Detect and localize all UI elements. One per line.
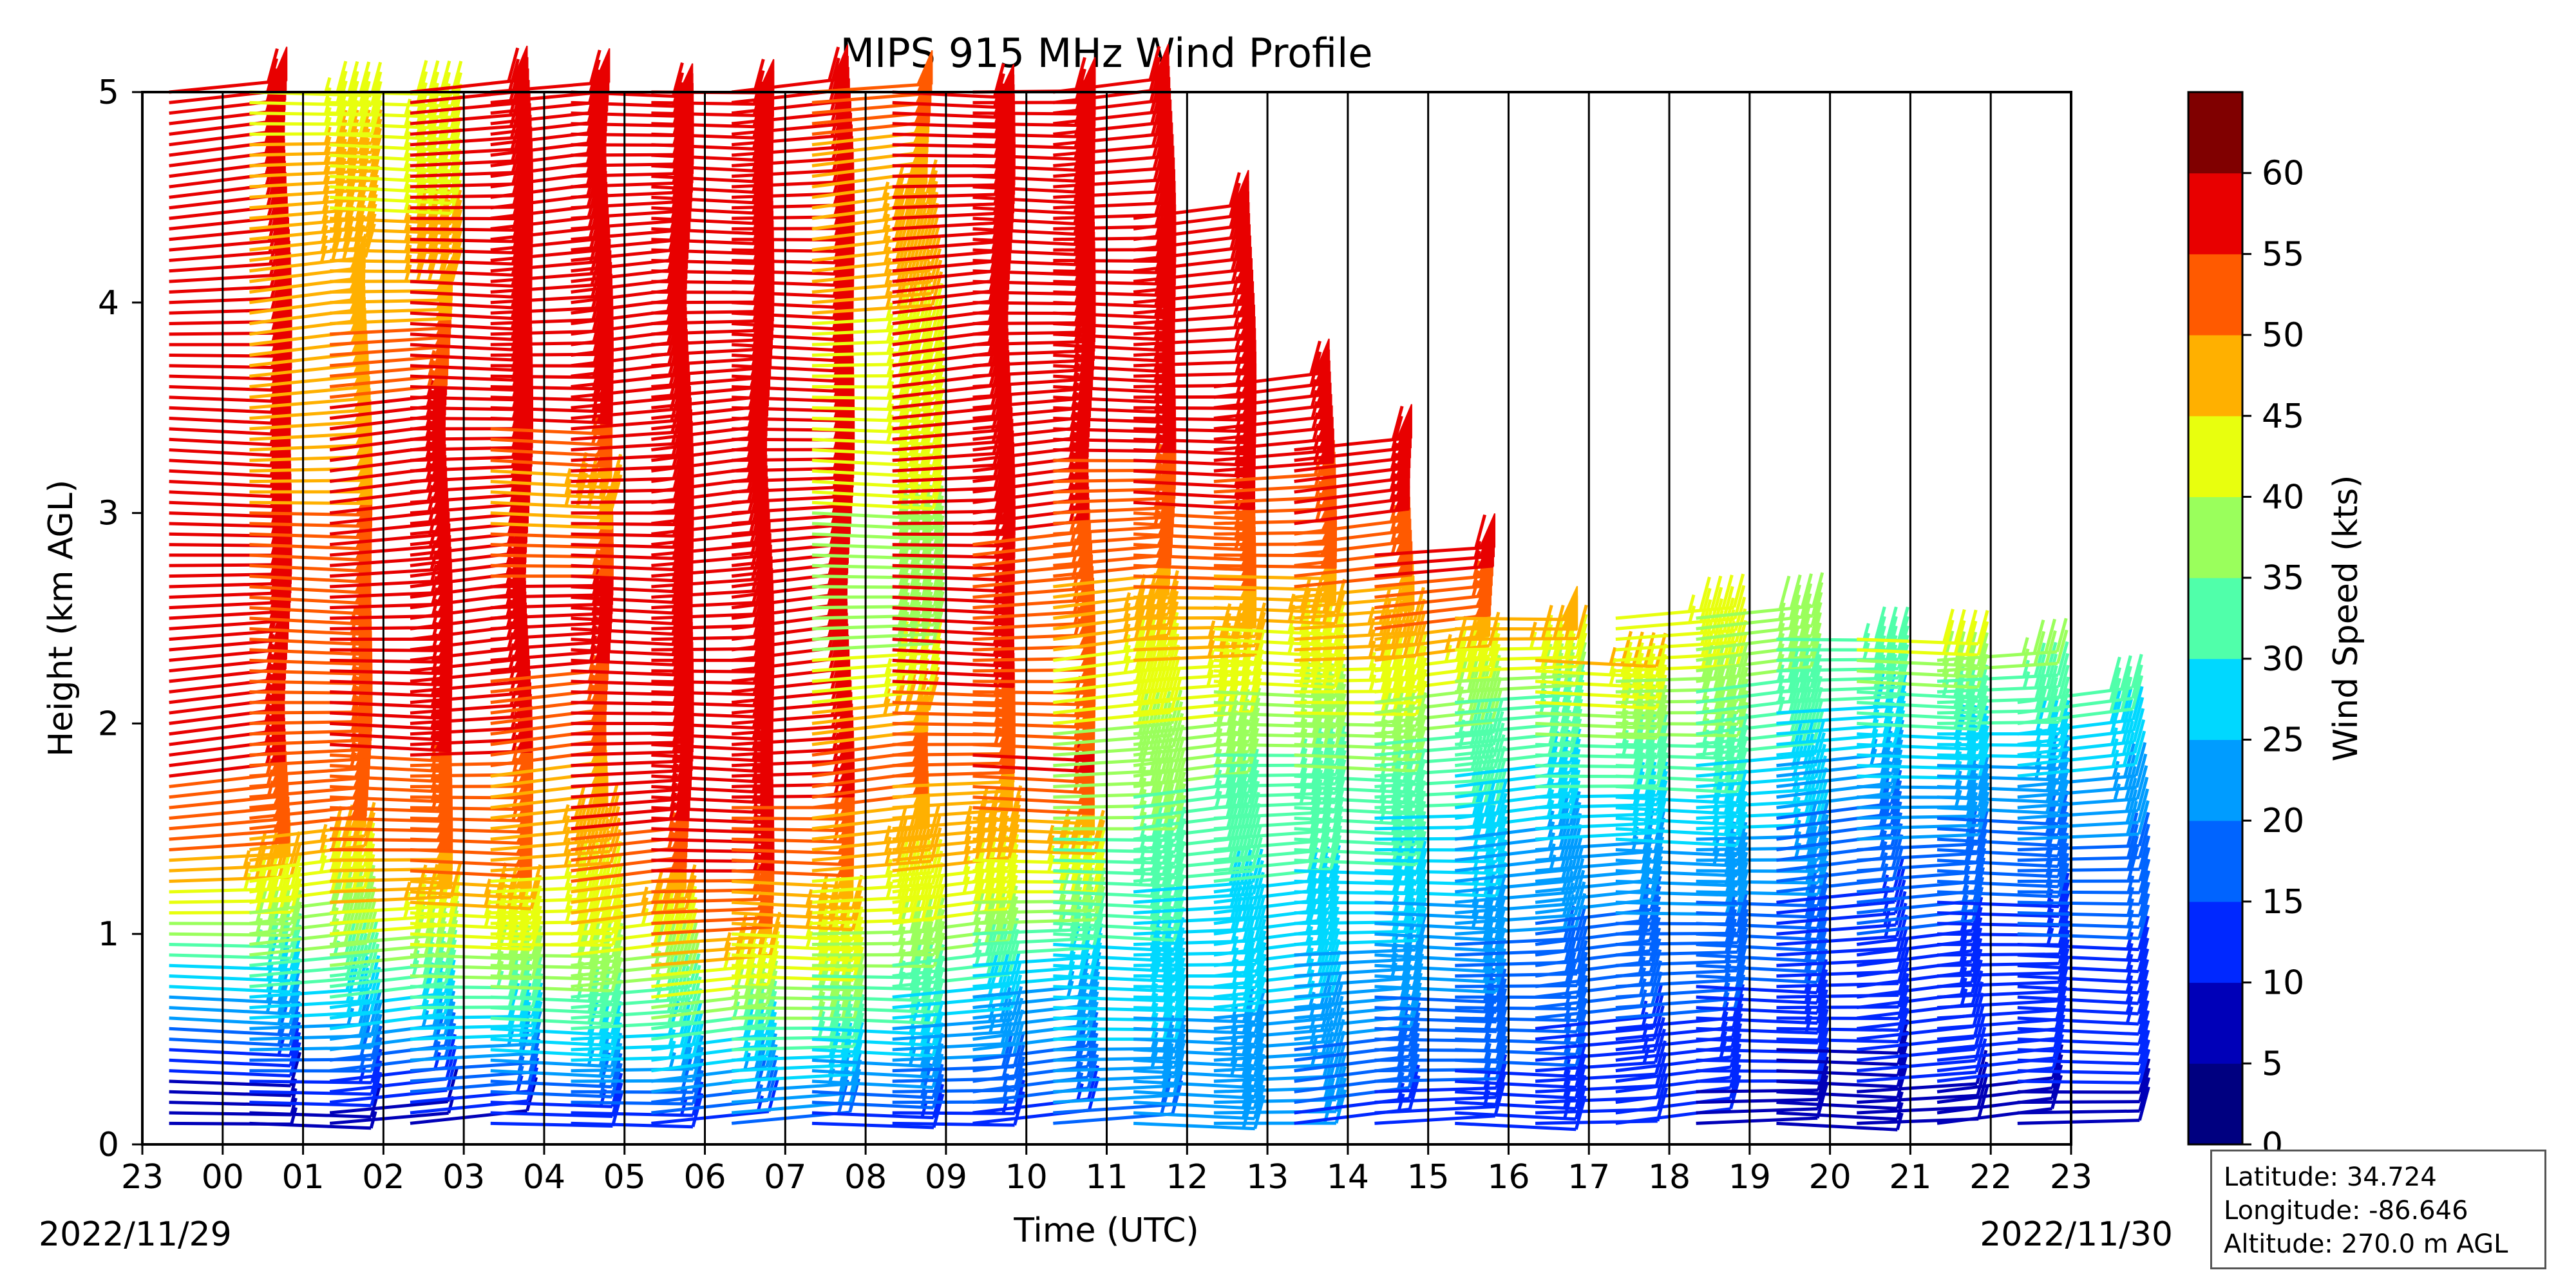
colorbar-segment	[2188, 982, 2242, 1064]
colorbar-segment	[2188, 739, 2242, 821]
x-tick-label: 17	[1567, 1158, 1610, 1197]
wind-barb	[410, 45, 528, 94]
colorbar-tick-label: 60	[2262, 155, 2304, 193]
colorbar-segment	[2188, 658, 2242, 741]
x-tick-label: 15	[1407, 1158, 1450, 1197]
x-tick-label: 13	[1246, 1158, 1289, 1197]
longitude-text: Longitude: -86.646	[2224, 1196, 2468, 1226]
chart-title: MIPS 915 MHz Wind Profile	[840, 30, 1373, 77]
wind-barb	[571, 907, 698, 957]
colorbar-tick-label: 55	[2262, 235, 2304, 274]
wind-barb	[571, 999, 703, 1041]
colorbar-tick-label: 45	[2262, 397, 2304, 436]
x-tick-label: 12	[1166, 1158, 1208, 1197]
x-tick-label: 06	[683, 1158, 726, 1197]
colorbar-segment	[2188, 820, 2242, 902]
x-tick-label: 16	[1487, 1158, 1530, 1197]
colorbar-tick-label: 15	[2262, 883, 2304, 922]
latitude-text: Latitude: 34.724	[2224, 1162, 2437, 1192]
wind-barb	[330, 198, 462, 235]
y-tick-label: 4	[98, 284, 119, 323]
wind-barb	[490, 852, 623, 894]
x-axis-ticks: 23 00 01 02 03 04 05 06 07 08 09 10 11 12 13 14 15 16 17 18…	[121, 1144, 2092, 1197]
colorbar-tick-label: 10	[2262, 964, 2304, 1003]
x-tick-label: 02	[362, 1158, 404, 1197]
end-date-label: 2022/11/30	[1980, 1215, 2173, 1254]
y-axis-label: Height (km AGL)	[42, 480, 80, 757]
colorbar-segment	[2188, 1063, 2242, 1145]
wind-barb	[329, 1056, 458, 1104]
wind-barb	[490, 876, 623, 915]
wind-barb	[249, 70, 383, 108]
x-tick-label: 10	[1005, 1158, 1048, 1197]
wind-barb	[249, 175, 379, 220]
colorbar-tick-label: 50	[2262, 316, 2304, 355]
wind-barb	[571, 1093, 704, 1129]
wind-barb	[571, 930, 699, 978]
colorbar-tick-label: 20	[2262, 802, 2304, 840]
colorbar-segment	[2188, 578, 2242, 659]
colorbar-segment	[2188, 173, 2242, 254]
y-axis-ticks: 0 1 2 3 4 5	[98, 73, 142, 1164]
wind-barb	[490, 1092, 623, 1128]
wind-barb	[1615, 573, 1745, 620]
x-tick-label: 23	[121, 1158, 164, 1197]
colorbar-segment	[2188, 901, 2242, 983]
wind-barb	[169, 968, 301, 1005]
colorbar-tick-label: 30	[2262, 640, 2304, 679]
colorbar-tick-label: 5	[2262, 1045, 2283, 1083]
colorbar-tick-label: 25	[2262, 721, 2304, 760]
y-tick-label: 0	[98, 1126, 119, 1164]
wind-profile	[1374, 513, 1508, 1125]
x-tick-label: 04	[523, 1158, 565, 1197]
x-tick-label: 14	[1327, 1158, 1369, 1197]
wind-barb	[571, 942, 700, 989]
x-tick-label: 01	[281, 1158, 324, 1197]
wind-barb	[490, 48, 611, 94]
y-tick-label: 5	[98, 73, 119, 112]
wind-barb	[490, 1082, 623, 1119]
colorbar-tick-label: 35	[2262, 559, 2304, 598]
x-tick-label: 19	[1728, 1158, 1771, 1197]
x-tick-label: 07	[764, 1158, 806, 1197]
wind-barb	[249, 1072, 383, 1108]
x-tick-label: 21	[1889, 1158, 1931, 1197]
station-info-box: Latitude: 34.724 Longitude: -86.646 Alti…	[2210, 1150, 2546, 1269]
y-tick-label: 3	[98, 495, 119, 533]
colorbar-segment	[2188, 415, 2242, 497]
colorbar-segment	[2188, 497, 2242, 578]
colorbar-segment	[2188, 92, 2242, 174]
x-tick-label: 08	[844, 1158, 887, 1197]
wind-barb	[490, 864, 623, 904]
wind-barb	[2017, 1019, 2150, 1056]
x-tick-label: 09	[925, 1158, 967, 1197]
wind-barb	[1857, 609, 1989, 646]
x-tick-label: 00	[202, 1158, 244, 1197]
wind-barb	[169, 1011, 301, 1047]
x-axis-label: Time (UTC)	[1013, 1211, 1198, 1250]
x-tick-label: 11	[1085, 1158, 1128, 1197]
wind-barb	[249, 1083, 382, 1119]
start-date-label: 2022/11/29	[39, 1215, 232, 1254]
wind-barb	[169, 855, 302, 894]
x-tick-label: 18	[1648, 1158, 1690, 1197]
x-tick-label: 22	[1969, 1158, 2012, 1197]
x-tick-label: 05	[603, 1158, 646, 1197]
colorbar-segment	[2188, 335, 2242, 417]
altitude-text: Altitude: 270.0 m AGL	[2224, 1229, 2508, 1259]
colorbar-segment	[2188, 254, 2242, 336]
y-tick-label: 1	[98, 915, 119, 954]
x-tick-label: 03	[442, 1158, 485, 1197]
wind-barb	[169, 46, 288, 94]
wind-barb	[410, 923, 543, 961]
wind-barbs	[169, 44, 2151, 1132]
wind-barb	[329, 1067, 459, 1115]
colorbar-tick-label: 40	[2262, 478, 2304, 516]
x-tick-label: 20	[1809, 1158, 1852, 1197]
x-tick-label: 23	[2050, 1158, 2092, 1197]
colorbar-label: Wind Speed (kts)	[2327, 475, 2365, 762]
y-tick-label: 2	[98, 705, 119, 743]
